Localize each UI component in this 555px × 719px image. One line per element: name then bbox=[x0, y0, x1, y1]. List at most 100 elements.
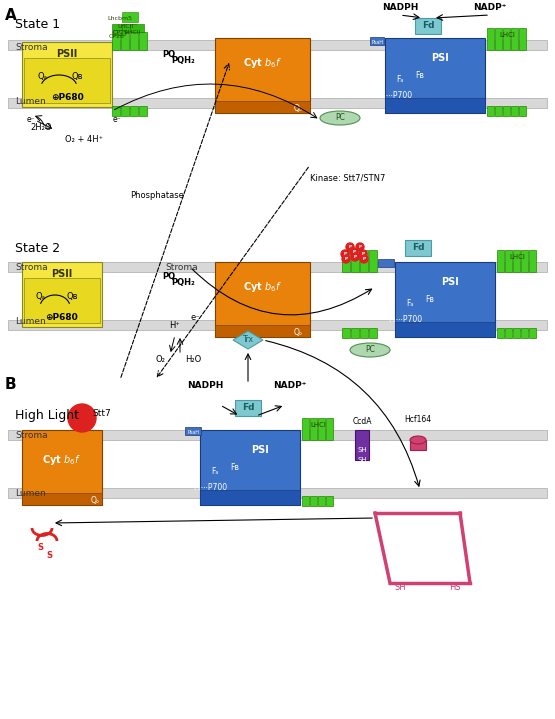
Bar bbox=[302, 418, 309, 440]
Text: CcdA: CcdA bbox=[352, 418, 372, 426]
Bar bbox=[8, 40, 547, 50]
Text: LHCII: LHCII bbox=[118, 24, 134, 29]
Bar bbox=[139, 106, 147, 116]
Bar bbox=[215, 325, 310, 337]
Bar bbox=[342, 328, 350, 338]
Text: PC: PC bbox=[365, 346, 375, 354]
Bar bbox=[200, 490, 300, 505]
Bar bbox=[505, 328, 512, 338]
Text: PQH₂: PQH₂ bbox=[171, 278, 195, 286]
Bar bbox=[310, 496, 317, 506]
Bar bbox=[121, 106, 129, 116]
Bar bbox=[378, 259, 394, 267]
Bar bbox=[369, 250, 377, 272]
Bar bbox=[385, 98, 485, 113]
Text: LHCI: LHCI bbox=[509, 254, 525, 260]
Bar bbox=[495, 106, 502, 116]
Circle shape bbox=[346, 243, 354, 251]
Circle shape bbox=[359, 250, 367, 258]
Text: PSI: PSI bbox=[251, 445, 269, 455]
Bar bbox=[22, 42, 112, 107]
Text: PsaH: PsaH bbox=[187, 429, 199, 434]
Bar bbox=[415, 18, 441, 34]
Text: P: P bbox=[344, 252, 346, 256]
Ellipse shape bbox=[350, 343, 390, 357]
Bar bbox=[121, 32, 129, 50]
Text: O₂: O₂ bbox=[155, 355, 165, 365]
Bar bbox=[8, 488, 547, 498]
Text: Stt7: Stt7 bbox=[93, 408, 112, 418]
Bar bbox=[511, 28, 518, 50]
Text: Fₓ⋅⋅⋅P700: Fₓ⋅⋅⋅P700 bbox=[378, 91, 412, 101]
Bar bbox=[487, 106, 494, 116]
Circle shape bbox=[356, 243, 364, 251]
Text: H₂O: H₂O bbox=[185, 355, 201, 365]
Bar bbox=[310, 418, 317, 440]
Bar bbox=[369, 328, 377, 338]
Text: Qₐ: Qₐ bbox=[37, 73, 47, 81]
Bar bbox=[122, 12, 138, 22]
Bar bbox=[351, 250, 359, 272]
Text: PSI: PSI bbox=[441, 277, 459, 287]
Bar bbox=[130, 106, 138, 116]
Text: PSI: PSI bbox=[431, 53, 449, 63]
Bar bbox=[215, 101, 310, 113]
Text: Lumen: Lumen bbox=[15, 318, 46, 326]
Circle shape bbox=[68, 404, 96, 432]
Text: P: P bbox=[352, 250, 356, 254]
Bar bbox=[529, 328, 536, 338]
Text: SH: SH bbox=[357, 447, 367, 453]
Bar bbox=[513, 328, 520, 338]
Bar bbox=[22, 493, 102, 505]
Polygon shape bbox=[233, 331, 263, 349]
Ellipse shape bbox=[410, 436, 426, 444]
Text: Fʙ: Fʙ bbox=[426, 296, 435, 305]
Circle shape bbox=[342, 255, 350, 263]
Text: 2H₂O: 2H₂O bbox=[30, 124, 52, 132]
Bar bbox=[519, 28, 526, 50]
Text: P: P bbox=[354, 255, 356, 259]
Text: Stroma: Stroma bbox=[15, 263, 48, 273]
Text: HS: HS bbox=[449, 584, 461, 592]
Text: P: P bbox=[349, 245, 351, 249]
Text: Fₐ: Fₐ bbox=[211, 467, 219, 477]
Bar bbox=[215, 262, 310, 337]
Bar bbox=[521, 328, 528, 338]
Text: PQH₂: PQH₂ bbox=[171, 55, 195, 65]
Text: H⁺: H⁺ bbox=[170, 321, 180, 329]
Bar bbox=[529, 250, 536, 272]
Text: LHCI: LHCI bbox=[499, 32, 515, 38]
Text: Cyt $b_6f$: Cyt $b_6f$ bbox=[243, 280, 282, 294]
Circle shape bbox=[351, 253, 359, 261]
Bar bbox=[410, 440, 426, 450]
Bar bbox=[130, 32, 138, 50]
Text: Fd: Fd bbox=[422, 22, 434, 30]
Text: SH: SH bbox=[357, 457, 367, 463]
Bar bbox=[130, 24, 144, 32]
Bar bbox=[360, 250, 368, 272]
Text: NADPH: NADPH bbox=[382, 4, 418, 12]
Text: A: A bbox=[5, 8, 17, 23]
Text: CP29: CP29 bbox=[113, 29, 129, 35]
Bar bbox=[215, 38, 310, 113]
Text: e⁻: e⁻ bbox=[27, 116, 36, 124]
Bar bbox=[487, 28, 494, 50]
Text: Hcf164: Hcf164 bbox=[405, 416, 432, 424]
Text: PQ: PQ bbox=[162, 273, 175, 282]
Text: e⁻: e⁻ bbox=[190, 313, 200, 323]
Text: NADP⁺: NADP⁺ bbox=[273, 380, 307, 390]
Bar bbox=[24, 58, 110, 103]
Text: Fₐ: Fₐ bbox=[396, 75, 403, 85]
Text: B: B bbox=[5, 377, 17, 392]
Text: PSII: PSII bbox=[57, 49, 78, 59]
Bar bbox=[8, 320, 547, 330]
Bar bbox=[200, 430, 300, 505]
Text: Fₓ⋅⋅⋅P700: Fₓ⋅⋅⋅P700 bbox=[388, 316, 422, 324]
Text: Lumen: Lumen bbox=[15, 488, 46, 498]
Bar bbox=[503, 28, 510, 50]
Text: State 2: State 2 bbox=[15, 242, 60, 255]
Text: O₂ + 4H⁺: O₂ + 4H⁺ bbox=[65, 135, 103, 145]
Circle shape bbox=[350, 248, 358, 256]
Bar bbox=[503, 106, 510, 116]
Text: State 1: State 1 bbox=[15, 17, 60, 30]
